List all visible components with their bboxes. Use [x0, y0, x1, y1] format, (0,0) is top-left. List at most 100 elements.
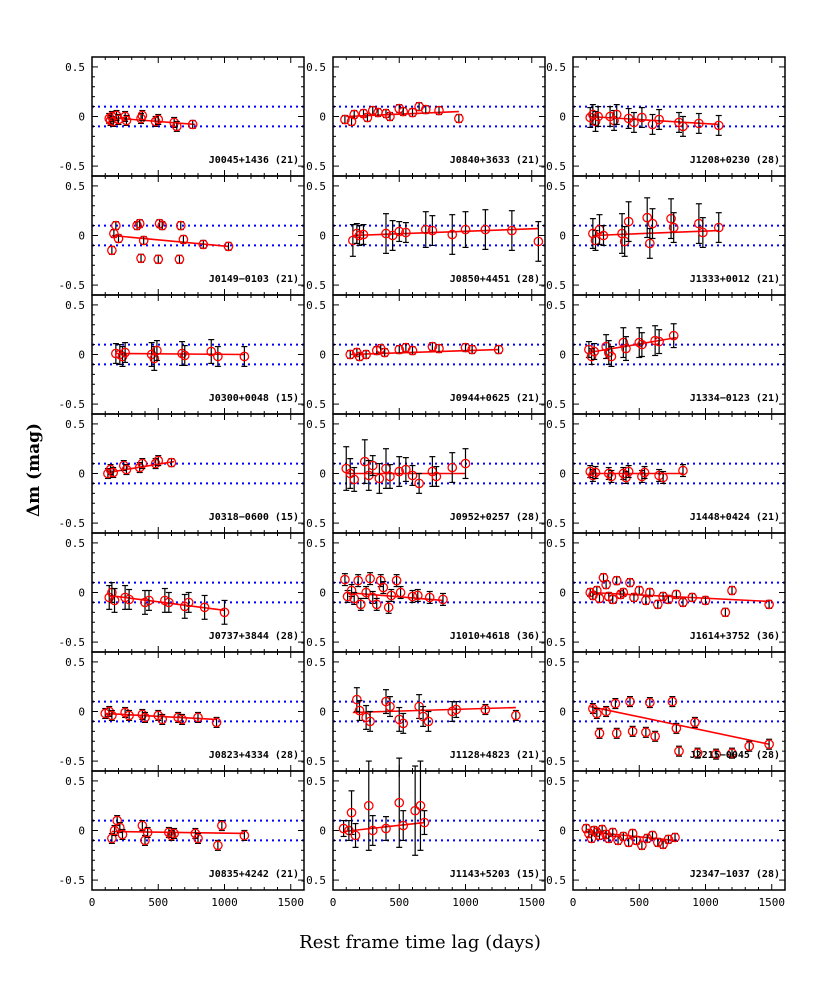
- fit-line: [352, 706, 516, 714]
- point-marker: [510, 710, 521, 721]
- point-marker: [618, 831, 629, 842]
- point-marker: [590, 467, 601, 478]
- data-point: [419, 810, 430, 836]
- data-point: [394, 221, 405, 243]
- point-marker: [150, 116, 161, 127]
- data-point: [394, 456, 405, 487]
- data-point: [678, 463, 688, 478]
- point-marker: [607, 594, 618, 605]
- point-marker: [164, 597, 174, 608]
- data-point: [137, 109, 148, 122]
- data-point: [412, 588, 423, 603]
- data-point: [658, 470, 668, 485]
- point-marker: [460, 342, 471, 353]
- panel-label: J0952+0257 (28): [450, 512, 540, 523]
- data-point: [113, 233, 124, 244]
- point-marker: [603, 468, 614, 479]
- data-point: [451, 700, 462, 719]
- data-point: [611, 575, 622, 586]
- panel-label: J1334−0123 (21): [690, 393, 780, 404]
- panel-11: 0.5 0 -0.5 J0952+0257 (28): [300, 413, 546, 534]
- point-marker: [206, 346, 217, 357]
- data-point: [623, 201, 634, 243]
- data-point: [354, 699, 365, 722]
- point-marker: [438, 594, 448, 605]
- point-marker: [644, 587, 655, 598]
- data-point: [625, 577, 635, 588]
- point-marker: [351, 228, 362, 239]
- data-point: [395, 585, 406, 600]
- data-point: [178, 234, 189, 245]
- y-tick-label: 0.5: [546, 537, 566, 550]
- point-marker: [637, 339, 647, 350]
- point-marker: [671, 589, 682, 600]
- point-marker: [371, 599, 382, 610]
- x-tick-label: 0: [570, 896, 577, 909]
- point-marker: [132, 220, 142, 231]
- point-marker: [591, 708, 602, 719]
- point-marker: [367, 825, 378, 836]
- point-marker: [647, 830, 658, 841]
- y-tick-label: 0: [559, 587, 566, 600]
- x-tick-label: 1500: [278, 896, 305, 909]
- point-marker: [654, 336, 664, 347]
- data-point: [618, 587, 629, 598]
- panel-label: J1010+4618 (36): [450, 631, 540, 642]
- point-marker: [414, 478, 424, 489]
- point-marker: [694, 118, 704, 129]
- point-marker: [117, 829, 128, 840]
- data-point: [627, 725, 638, 737]
- data-point: [650, 730, 661, 742]
- point-marker: [120, 111, 130, 122]
- data-point: [349, 466, 360, 492]
- panel-10: 0.5 0 -0.5 J0318−0600 (15): [59, 413, 305, 534]
- point-marker: [627, 726, 638, 737]
- y-tick-label: 0: [319, 468, 326, 481]
- data-point: [460, 211, 471, 248]
- panel-label: J0318−0600 (15): [209, 512, 299, 523]
- point-marker: [353, 575, 364, 586]
- point-marker: [652, 599, 663, 610]
- point-marker: [591, 827, 602, 838]
- point-marker: [412, 590, 423, 601]
- point-marker: [594, 593, 605, 604]
- point-marker: [666, 213, 676, 224]
- data-point: [175, 220, 186, 231]
- data-point: [121, 463, 132, 476]
- point-marker: [381, 228, 391, 239]
- point-marker: [606, 351, 617, 362]
- point-marker: [374, 473, 385, 484]
- point-marker: [434, 105, 444, 116]
- data-point: [407, 345, 418, 356]
- point-marker: [667, 696, 678, 707]
- data-point: [697, 217, 708, 248]
- data-point: [398, 810, 409, 842]
- point-marker: [601, 579, 611, 590]
- data-point: [398, 712, 409, 734]
- point-marker: [134, 218, 145, 229]
- data-point: [223, 241, 234, 252]
- point-marker: [601, 706, 611, 717]
- point-marker: [361, 587, 371, 598]
- y-tick-label: -0.5: [59, 874, 86, 887]
- data-point: [621, 336, 631, 362]
- point-marker: [169, 828, 179, 839]
- data-point: [206, 339, 217, 365]
- data-point: [350, 822, 361, 848]
- data-point: [434, 343, 444, 354]
- point-marker: [349, 474, 360, 485]
- point-marker: [644, 697, 655, 708]
- y-tick-label: 0: [78, 468, 85, 481]
- panel-label: J0149−0103 (21): [209, 274, 299, 285]
- y-tick-label: 0: [319, 349, 326, 362]
- point-marker: [340, 114, 350, 125]
- point-marker: [641, 595, 651, 606]
- data-point: [700, 595, 711, 606]
- point-marker: [637, 112, 647, 123]
- point-marker: [109, 825, 120, 836]
- data-point: [374, 462, 385, 494]
- data-point: [431, 465, 442, 487]
- y-tick-label: 0: [78, 111, 85, 124]
- data-point: [671, 589, 682, 600]
- data-point: [166, 457, 177, 468]
